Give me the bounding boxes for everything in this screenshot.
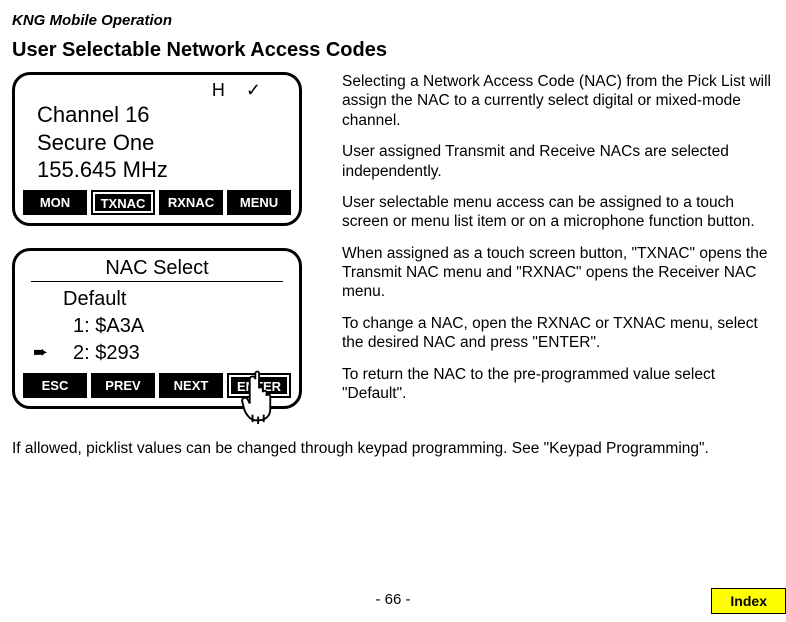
nac-select-title: NAC Select: [31, 257, 283, 282]
freq-line: 155.645 MHz: [23, 156, 291, 184]
radio-screen-main: H ✓ Channel 16 Secure One 155.645 MHz MO…: [12, 72, 302, 226]
status-check-icon: ✓: [246, 80, 261, 100]
para-1: Selecting a Network Access Code (NAC) fr…: [342, 72, 774, 130]
status-h: H: [212, 80, 227, 100]
para-5: To change a NAC, open the RXNAC or TXNAC…: [342, 314, 774, 353]
txnac-button[interactable]: TXNAC: [91, 190, 155, 215]
next-button[interactable]: NEXT: [159, 373, 223, 398]
para-4: When assigned as a touch screen button, …: [342, 244, 774, 302]
para-6: To return the NAC to the pre-programmed …: [342, 365, 774, 404]
esc-button[interactable]: ESC: [23, 373, 87, 398]
para-3: User selectable menu access can be assig…: [342, 193, 774, 232]
channel-line: Channel 16: [23, 101, 291, 129]
hand-pointer-icon: [235, 368, 285, 424]
bottom-paragraph: If allowed, picklist values can be chang…: [0, 431, 786, 458]
nac-list: Default 1: $A3A ➨ 2: $293: [23, 286, 291, 367]
left-column: H ✓ Channel 16 Secure One 155.645 MHz MO…: [12, 72, 322, 431]
nac-default[interactable]: Default: [63, 286, 291, 313]
mon-button[interactable]: MON: [23, 190, 87, 215]
section-title: User Selectable Network Access Codes: [0, 29, 786, 72]
secure-line: Secure One: [23, 129, 291, 157]
screen1-buttons: MON TXNAC RXNAC MENU: [23, 190, 291, 215]
index-button[interactable]: Index: [711, 588, 786, 614]
menu-button[interactable]: MENU: [227, 190, 291, 215]
nac-item-1[interactable]: 1: $A3A: [63, 313, 291, 340]
arrow-icon: ➨: [33, 340, 48, 364]
rxnac-button[interactable]: RXNAC: [159, 190, 223, 215]
prev-button[interactable]: PREV: [91, 373, 155, 398]
status-row: H ✓: [23, 81, 291, 101]
right-column: Selecting a Network Access Code (NAC) fr…: [322, 72, 774, 431]
para-2: User assigned Transmit and Receive NACs …: [342, 142, 774, 181]
page-number: - 66 -: [0, 591, 786, 608]
nac-item-2[interactable]: 2: $293: [63, 340, 291, 367]
doc-header: KNG Mobile Operation: [0, 0, 786, 29]
radio-screen-nac: NAC Select Default 1: $A3A ➨ 2: $293 ESC…: [12, 248, 302, 409]
content-row: H ✓ Channel 16 Secure One 155.645 MHz MO…: [0, 72, 786, 431]
